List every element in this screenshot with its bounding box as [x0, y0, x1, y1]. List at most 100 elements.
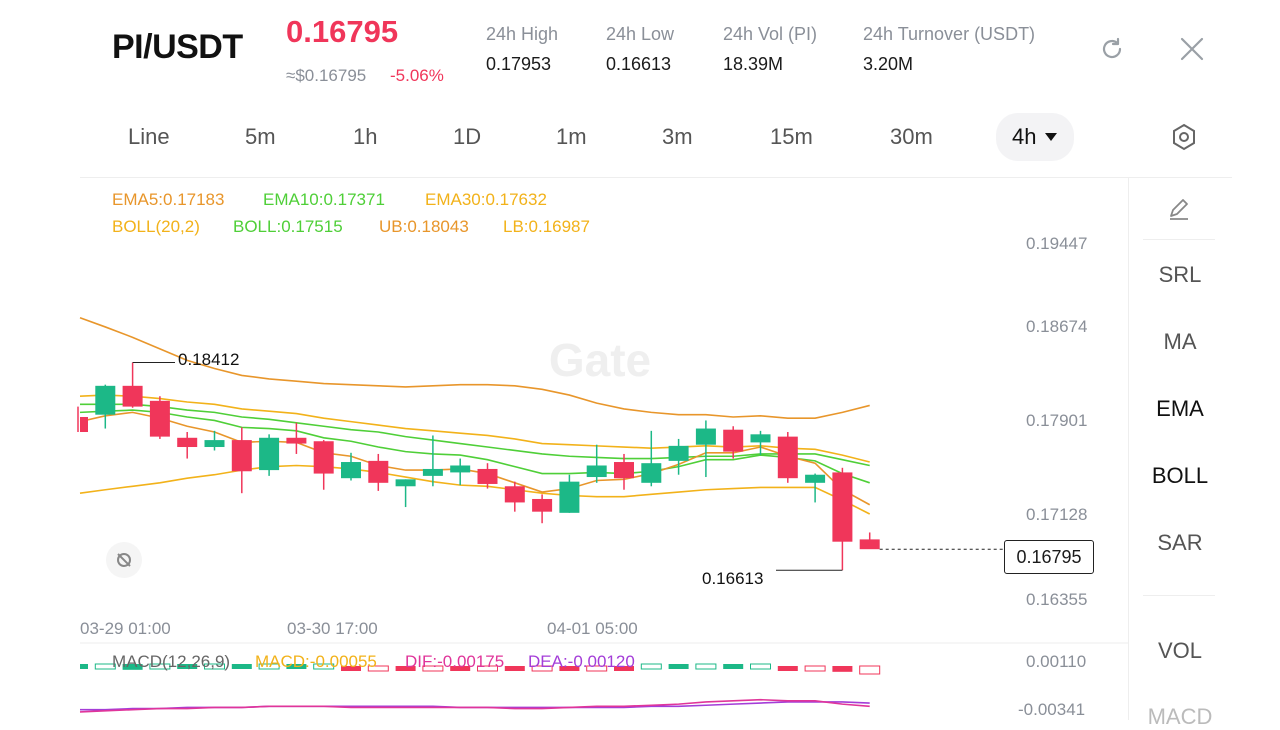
legend-ema10: EMA10:0.17371: [263, 190, 385, 209]
candle-body: [95, 385, 116, 415]
macd-histogram-bar: [640, 663, 662, 670]
timeframe-line[interactable]: Line: [128, 124, 170, 149]
macd-histogram-bar: [586, 665, 608, 672]
candle-body: [231, 440, 252, 472]
candle-body: [286, 437, 307, 444]
price-change: -5.06%: [390, 66, 444, 85]
macd-histogram-bar: [750, 663, 771, 670]
stat-high-value: 0.17953: [486, 54, 552, 74]
candle-body: [532, 498, 553, 512]
time-axis-label: 04-01 05:00: [547, 619, 638, 638]
candle-body: [368, 460, 389, 483]
sidebar-item-vol[interactable]: VOL: [1157, 638, 1203, 663]
timeframe-1m[interactable]: 1m: [556, 124, 587, 149]
macd-histogram-bar: [149, 663, 171, 670]
caret-down-icon: [1045, 133, 1058, 141]
macd-histogram-bar: [695, 663, 717, 670]
price-axis-label: 0.16355: [1026, 590, 1088, 609]
stat-turnover-value: 3.20M: [863, 54, 914, 74]
stat-low-label: 24h Low: [606, 24, 675, 44]
low-mark-label: 0.16613: [702, 569, 764, 588]
candle-body: [832, 472, 853, 542]
candle-body: [586, 465, 607, 478]
timeframe-1d[interactable]: 1D: [453, 124, 482, 149]
candle-body: [450, 465, 471, 473]
candle-body: [313, 441, 334, 474]
macd-histogram-bar: [450, 666, 471, 671]
macd-params: MACD(12,26,9): [112, 652, 231, 671]
boll-middle-band: [80, 403, 870, 467]
stat-vol-value: 18.39M: [723, 54, 784, 74]
macd-histogram-bar: [231, 664, 252, 669]
macd-histogram-bar: [531, 665, 553, 672]
timeframe-5m[interactable]: 5m: [245, 124, 276, 149]
sidebar-item-ma[interactable]: MA: [1163, 329, 1197, 354]
price-axis-label: 0.17128: [1026, 505, 1088, 524]
pencil-icon[interactable]: [1162, 192, 1196, 226]
macd-histogram-bar: [313, 663, 335, 670]
macd-histogram-bar: [777, 666, 798, 671]
sidebar-item-macd[interactable]: MACD: [1147, 704, 1213, 729]
current-price-tag: 0.16795: [1004, 540, 1094, 574]
legend-ema5: EMA5:0.17183: [112, 190, 225, 209]
legend-boll: BOLL:0.17515: [233, 217, 343, 236]
indicator-sidebar: [1128, 178, 1233, 720]
legend-lb: LB:0.16987: [503, 217, 590, 236]
timeframe-30m[interactable]: 30m: [890, 124, 933, 149]
timeframe-selected-4h[interactable]: 4h: [996, 113, 1075, 161]
macd-histogram-bar: [723, 664, 744, 669]
sidebar-item-ema[interactable]: EMA: [1156, 396, 1204, 421]
candle-body: [723, 429, 744, 452]
legend-ub: UB:0.18043: [379, 217, 469, 236]
macd-histogram-bar: [204, 663, 225, 670]
candle-body: [614, 462, 634, 479]
macd-histogram-bar: [504, 666, 525, 671]
price-axis-label: 0.18674: [1026, 317, 1088, 336]
macd-histogram-bar: [286, 664, 307, 669]
macd-histogram-bar: [804, 665, 826, 672]
macd-histogram-bar: [258, 663, 280, 670]
candle-body: [777, 436, 798, 479]
macd-histogram-bar: [614, 666, 634, 671]
sidebar-item-sar[interactable]: SAR: [1157, 530, 1203, 555]
candle-body: [80, 416, 88, 433]
macd-axis-label: -0.00341: [1018, 700, 1086, 719]
timeframe-15m[interactable]: 15m: [770, 124, 813, 149]
gate-watermark: Gate: [549, 334, 651, 386]
candle-body: [177, 437, 198, 448]
sidebar-divider: [1143, 595, 1215, 596]
price-axis-label: 0.17901: [1026, 411, 1088, 430]
macd-histogram-bar: [668, 664, 689, 669]
legend-ema30: EMA30:0.17632: [425, 190, 547, 209]
macd-histogram-bar: [477, 665, 498, 672]
sidebar-item-srl[interactable]: SRL: [1158, 262, 1202, 287]
candle-body: [695, 428, 716, 445]
macd-dea: DEA:-0.00120: [528, 652, 635, 671]
macd-histogram-bar: [559, 666, 580, 671]
sidebar-item-boll[interactable]: BOLL: [1151, 463, 1209, 488]
candle-body: [477, 468, 498, 484]
stat-vol-label: 24h Vol (PI): [723, 24, 818, 44]
macd-histogram-bar: [122, 664, 143, 670]
candle-body: [805, 474, 826, 483]
candle-body: [204, 440, 225, 448]
boll-lower-band: [79, 464, 871, 515]
macd-histogram-bar: [341, 666, 361, 671]
time-axis-label: 03-30 17:00: [287, 619, 378, 638]
timeframe-3m[interactable]: 3m: [662, 124, 693, 149]
candle-body: [341, 462, 361, 479]
candle-body: [122, 385, 143, 407]
pair-title: PI/USDT: [112, 28, 243, 66]
chart-top-border: [80, 177, 1232, 178]
candle-body: [504, 486, 525, 503]
settings-hexagon-icon[interactable]: [1167, 120, 1201, 154]
close-icon[interactable]: [1175, 32, 1209, 66]
ema10-line: [79, 409, 870, 484]
stat-low-value: 0.16613: [606, 54, 672, 74]
timeframe-1h[interactable]: 1h: [353, 124, 378, 149]
chart-tool-icon[interactable]: [106, 542, 142, 578]
refresh-icon[interactable]: [1095, 32, 1129, 66]
macd-histogram-bar: [859, 665, 881, 675]
macd-histogram-bar: [832, 666, 853, 672]
